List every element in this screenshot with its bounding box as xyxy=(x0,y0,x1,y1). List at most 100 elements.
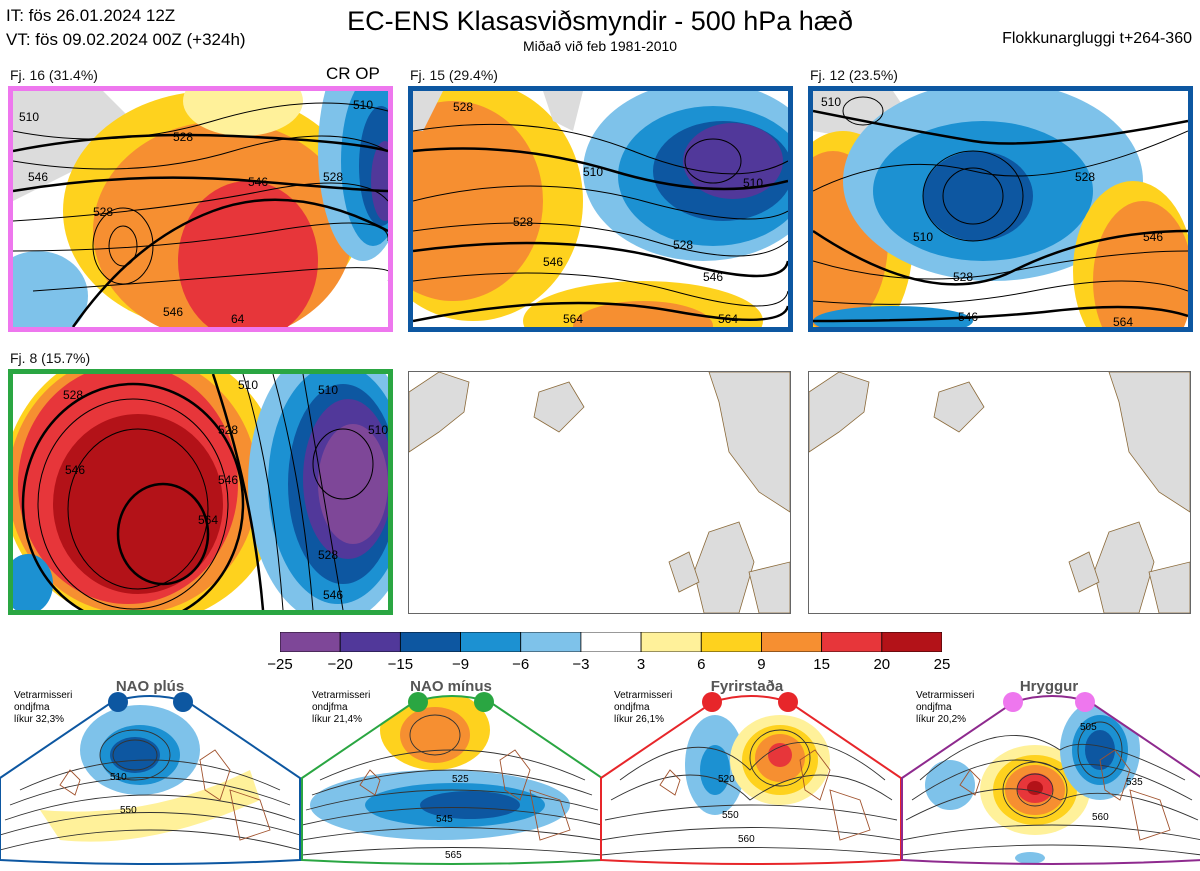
page-title: EC-ENS Klasasviðsmyndir - 500 hPa hæð xyxy=(347,6,853,36)
colorbar xyxy=(279,631,943,653)
colorbar-swatch xyxy=(640,631,702,653)
valid-time: VT: fös 09.02.2024 00Z (+324h) xyxy=(6,30,246,49)
colorbar-swatch xyxy=(339,631,401,653)
contour-label: 510 xyxy=(913,230,933,244)
regime-contour-label: 510 xyxy=(110,772,127,783)
regime-contour-label: 545 xyxy=(436,814,453,825)
cluster-4-label: Fj. 8 (15.7%) xyxy=(10,350,91,366)
contour-label: 510 xyxy=(353,98,373,112)
contour-label: 546 xyxy=(248,175,268,189)
empty-map-2 xyxy=(808,371,1191,614)
cluster-1-tag: CR OP xyxy=(326,64,380,83)
colorbar-tick-label: −6 xyxy=(512,656,530,673)
regime-3-info: Vetrarmisseri ondjfma líkur 26,1% xyxy=(614,690,672,726)
contour-label: 546 xyxy=(28,170,48,184)
contour-label: 528 xyxy=(93,205,113,219)
regime-contour-label: 550 xyxy=(722,810,739,821)
regime-1-title: NAO plús xyxy=(115,678,185,695)
colorbar-swatch xyxy=(460,631,522,653)
regime-contour-label: 505 xyxy=(1080,722,1097,733)
regime-3-season: Vetrarmisseri xyxy=(614,690,673,701)
contour-label: 510 xyxy=(368,423,388,437)
colorbar-tick-label: 6 xyxy=(697,656,706,673)
regime-map-1 xyxy=(0,696,300,864)
regime-3-months: ondjfma xyxy=(614,702,650,713)
colorbar-tick-label: 20 xyxy=(873,656,891,673)
contour-label: 510 xyxy=(318,383,338,397)
regime-3-probability: líkur 26,1% xyxy=(614,714,665,725)
colorbar-tick-label: 3 xyxy=(636,656,646,673)
cluster-map-1: 510 528 528 546 546 546 64 510 528 xyxy=(8,86,393,332)
regime-3-marker xyxy=(702,692,722,712)
contour-label: 528 xyxy=(173,130,193,144)
colorbar-tick-label: −25 xyxy=(267,656,293,673)
regime-2-months: ondjfma xyxy=(312,702,348,713)
regime-1-probability: líkur 32,3% xyxy=(14,714,65,725)
regime-2-marker xyxy=(408,692,428,712)
contour-label: 546 xyxy=(543,255,563,269)
colorbar-tick-label: 25 xyxy=(933,656,951,673)
regime-map-2 xyxy=(302,696,602,864)
contour-label: 528 xyxy=(953,270,973,284)
colorbar-swatch xyxy=(520,631,582,653)
anomaly-shading xyxy=(13,91,388,327)
colorbar-swatch xyxy=(821,631,883,653)
regime-1-marker xyxy=(108,692,128,712)
regime-map-4 xyxy=(902,696,1200,864)
regime-2-season: Vetrarmisseri xyxy=(312,690,371,701)
colorbar-swatch xyxy=(881,631,943,653)
cluster-3-label: Fj. 12 (23.5%) xyxy=(810,67,898,83)
regime-map-3 xyxy=(601,696,901,864)
regime-4-season: Vetrarmisseri xyxy=(916,690,975,701)
contour-label: 528 xyxy=(63,388,83,402)
regime-4-info: Vetrarmisseri ondjfma líkur 20,2% xyxy=(916,690,974,726)
contour-label: 546 xyxy=(323,588,343,602)
colorbar-swatch xyxy=(580,631,642,653)
contour-label: 510 xyxy=(583,165,603,179)
contour-label: 510 xyxy=(743,176,763,190)
contour-label: 564 xyxy=(718,312,738,326)
contour-label: 546 xyxy=(65,463,85,477)
contour-label: 546 xyxy=(163,305,183,319)
colorbar-swatch xyxy=(399,631,461,653)
regime-maps: 510 550 525 545 565 xyxy=(0,692,1200,865)
regime-4-marker xyxy=(1075,692,1095,712)
anomaly-shading xyxy=(13,374,388,610)
colorbar-tick-label: 15 xyxy=(813,656,830,673)
regime-1-info: Vetrarmisseri ondjfma líkur 32,3% xyxy=(14,690,72,726)
contour-label: 528 xyxy=(218,423,238,437)
colorbar-swatch xyxy=(761,631,823,653)
contour-label: 564 xyxy=(198,513,218,527)
contour-label: 546 xyxy=(1143,230,1163,244)
contour-label: 64 xyxy=(231,312,245,326)
regime-contour-label: 550 xyxy=(120,805,137,816)
colorbar-swatch xyxy=(279,631,341,653)
regime-4-probability: líkur 20,2% xyxy=(916,714,967,725)
contour-label: 528 xyxy=(1075,170,1095,184)
regime-contour-label: 565 xyxy=(445,850,462,861)
contour-label: 546 xyxy=(958,310,978,324)
colorbar-tick-label: −3 xyxy=(572,656,590,673)
regime-4-marker xyxy=(1003,692,1023,712)
contour-label: 528 xyxy=(673,238,693,252)
contour-label: 510 xyxy=(19,110,39,124)
contour-label: 564 xyxy=(563,312,583,326)
contour-label: 528 xyxy=(323,170,343,184)
contour-label: 510 xyxy=(238,378,258,392)
regime-2-marker xyxy=(474,692,494,712)
cluster-1-label: Fj. 16 (31.4%) xyxy=(10,67,98,83)
classification-window: Flokkunargluggi t+264-360 xyxy=(1002,30,1192,47)
cluster-map-3: 510 510 528 528 546 546 564 xyxy=(808,86,1193,332)
regime-1-season: Vetrarmisseri xyxy=(14,690,73,701)
regime-2-title: NAO mínus xyxy=(410,678,492,695)
contour-label: 528 xyxy=(318,548,338,562)
colorbar-swatch xyxy=(700,631,762,653)
page-subtitle: Miðað við feb 1981-2010 xyxy=(522,38,678,54)
regime-contour-label: 560 xyxy=(738,834,755,845)
regime-contour-label: 535 xyxy=(1126,777,1143,788)
regime-4-title: Hryggur xyxy=(1019,678,1079,695)
empty-map-1 xyxy=(408,371,791,614)
regime-1-months: ondjfma xyxy=(14,702,50,713)
colorbar-tick-label: −20 xyxy=(327,656,353,673)
contour-label: 564 xyxy=(1113,315,1133,327)
